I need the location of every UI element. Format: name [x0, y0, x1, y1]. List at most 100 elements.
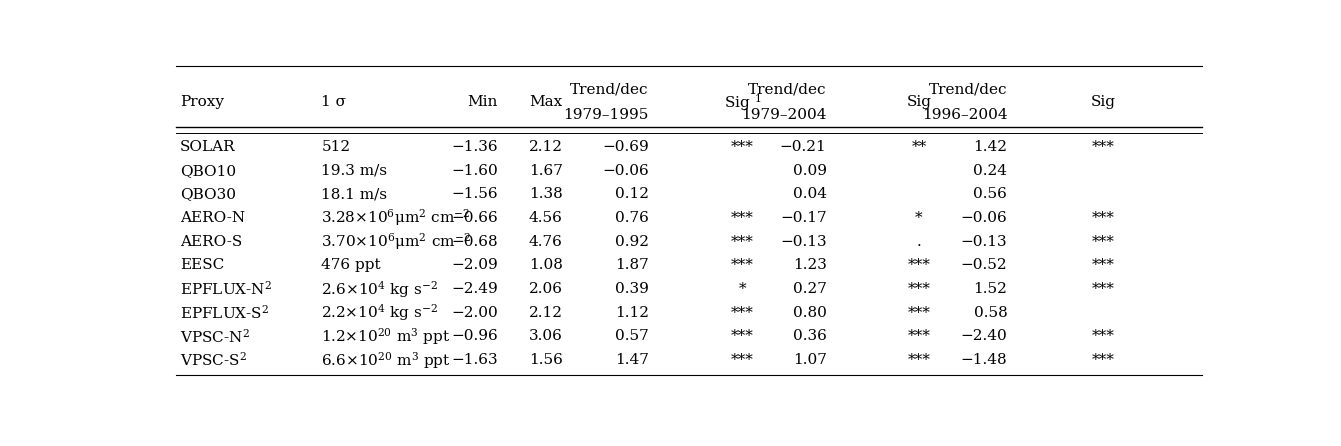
- Text: 1 σ: 1 σ: [322, 95, 346, 109]
- Text: −0.68: −0.68: [452, 235, 498, 249]
- Text: 1.47: 1.47: [616, 353, 649, 367]
- Text: 6.6×10$^{20}$ m$^3$ ppt: 6.6×10$^{20}$ m$^3$ ppt: [322, 350, 451, 371]
- Text: ***: ***: [731, 211, 754, 225]
- Text: 0.76: 0.76: [616, 211, 649, 225]
- Text: QBO10: QBO10: [180, 164, 236, 178]
- Text: −0.21: −0.21: [779, 140, 826, 154]
- Text: ***: ***: [1092, 235, 1114, 249]
- Text: Trend/dec: Trend/dec: [748, 83, 826, 97]
- Text: 2.12: 2.12: [528, 140, 563, 154]
- Text: 1.56: 1.56: [528, 353, 563, 367]
- Text: 3.70×10$^6$μm$^2$ cm$^{-2}$: 3.70×10$^6$μm$^2$ cm$^{-2}$: [322, 231, 471, 252]
- Text: ***: ***: [908, 306, 931, 320]
- Text: ***: ***: [908, 258, 931, 273]
- Text: −1.63: −1.63: [452, 353, 498, 367]
- Text: 0.92: 0.92: [614, 235, 649, 249]
- Text: Trend/dec: Trend/dec: [929, 83, 1007, 97]
- Text: ***: ***: [1092, 258, 1114, 273]
- Text: 0.24: 0.24: [974, 164, 1007, 178]
- Text: Trend/dec: Trend/dec: [570, 83, 649, 97]
- Text: 0.39: 0.39: [616, 282, 649, 296]
- Text: 3.28×10$^6$μm$^2$ cm$^{-2}$: 3.28×10$^6$μm$^2$ cm$^{-2}$: [322, 207, 471, 228]
- Text: ***: ***: [908, 282, 931, 296]
- Text: 2.12: 2.12: [528, 306, 563, 320]
- Text: 0.27: 0.27: [793, 282, 826, 296]
- Text: EPFLUX-N$^2$: EPFLUX-N$^2$: [180, 280, 272, 298]
- Text: 3.06: 3.06: [528, 330, 563, 343]
- Text: Sig: Sig: [1090, 95, 1116, 109]
- Text: ***: ***: [731, 306, 754, 320]
- Text: 512: 512: [322, 140, 350, 154]
- Text: 4.76: 4.76: [528, 235, 563, 249]
- Text: −0.52: −0.52: [960, 258, 1007, 273]
- Text: 1979–1995: 1979–1995: [563, 108, 649, 122]
- Text: ***: ***: [908, 330, 931, 343]
- Text: 4.56: 4.56: [528, 211, 563, 225]
- Text: −0.96: −0.96: [452, 330, 498, 343]
- Text: ***: ***: [731, 258, 754, 273]
- Text: 1.67: 1.67: [528, 164, 563, 178]
- Text: 2.06: 2.06: [528, 282, 563, 296]
- Text: ***: ***: [908, 353, 931, 367]
- Text: −2.49: −2.49: [452, 282, 498, 296]
- Text: −0.13: −0.13: [960, 235, 1007, 249]
- Text: SOLAR: SOLAR: [180, 140, 236, 154]
- Text: Max: Max: [530, 95, 563, 109]
- Text: 1996–2004: 1996–2004: [921, 108, 1007, 122]
- Text: −0.06: −0.06: [602, 164, 649, 178]
- Text: −0.17: −0.17: [780, 211, 826, 225]
- Text: −2.40: −2.40: [960, 330, 1007, 343]
- Text: ***: ***: [1092, 330, 1114, 343]
- Text: 0.57: 0.57: [616, 330, 649, 343]
- Text: −1.36: −1.36: [452, 140, 498, 154]
- Text: EESC: EESC: [180, 258, 224, 273]
- Text: −0.66: −0.66: [452, 211, 498, 225]
- Text: ***: ***: [731, 330, 754, 343]
- Text: 1.07: 1.07: [793, 353, 826, 367]
- Text: 0.80: 0.80: [793, 306, 826, 320]
- Text: QBO30: QBO30: [180, 187, 236, 201]
- Text: 2.6×10$^4$ kg s$^{-2}$: 2.6×10$^4$ kg s$^{-2}$: [322, 279, 439, 300]
- Text: 1979–2004: 1979–2004: [742, 108, 826, 122]
- Text: ***: ***: [1092, 282, 1114, 296]
- Text: 2.2×10$^4$ kg s$^{-2}$: 2.2×10$^4$ kg s$^{-2}$: [322, 302, 439, 323]
- Text: 1.42: 1.42: [974, 140, 1007, 154]
- Text: −0.06: −0.06: [960, 211, 1007, 225]
- Text: −2.09: −2.09: [452, 258, 498, 273]
- Text: 1.52: 1.52: [974, 282, 1007, 296]
- Text: −0.13: −0.13: [780, 235, 826, 249]
- Text: 0.04: 0.04: [793, 187, 826, 201]
- Text: ***: ***: [1092, 140, 1114, 154]
- Text: EPFLUX-S$^2$: EPFLUX-S$^2$: [180, 304, 270, 322]
- Text: 1.12: 1.12: [614, 306, 649, 320]
- Text: .: .: [917, 235, 921, 249]
- Text: Min: Min: [468, 95, 498, 109]
- Text: ***: ***: [731, 235, 754, 249]
- Text: 0.12: 0.12: [614, 187, 649, 201]
- Text: 0.09: 0.09: [793, 164, 826, 178]
- Text: −1.56: −1.56: [452, 187, 498, 201]
- Text: 1.2×10$^{20}$ m$^3$ ppt: 1.2×10$^{20}$ m$^3$ ppt: [322, 326, 451, 347]
- Text: 476 ppt: 476 ppt: [322, 258, 381, 273]
- Text: ***: ***: [1092, 353, 1114, 367]
- Text: −1.48: −1.48: [960, 353, 1007, 367]
- Text: ***: ***: [731, 140, 754, 154]
- Text: 0.56: 0.56: [974, 187, 1007, 201]
- Text: VPSC-S$^2$: VPSC-S$^2$: [180, 351, 247, 369]
- Text: 1.08: 1.08: [528, 258, 563, 273]
- Text: 0.36: 0.36: [793, 330, 826, 343]
- Text: 1.87: 1.87: [616, 258, 649, 273]
- Text: ***: ***: [731, 353, 754, 367]
- Text: 0.58: 0.58: [974, 306, 1007, 320]
- Text: −2.00: −2.00: [452, 306, 498, 320]
- Text: 19.3 m/s: 19.3 m/s: [322, 164, 388, 178]
- Text: 1.38: 1.38: [528, 187, 563, 201]
- Text: VPSC-N$^2$: VPSC-N$^2$: [180, 327, 249, 346]
- Text: *: *: [739, 282, 746, 296]
- Text: −0.69: −0.69: [602, 140, 649, 154]
- Text: −1.60: −1.60: [452, 164, 498, 178]
- Text: Proxy: Proxy: [180, 95, 224, 109]
- Text: **: **: [912, 140, 927, 154]
- Text: 1.23: 1.23: [793, 258, 826, 273]
- Text: ***: ***: [1092, 211, 1114, 225]
